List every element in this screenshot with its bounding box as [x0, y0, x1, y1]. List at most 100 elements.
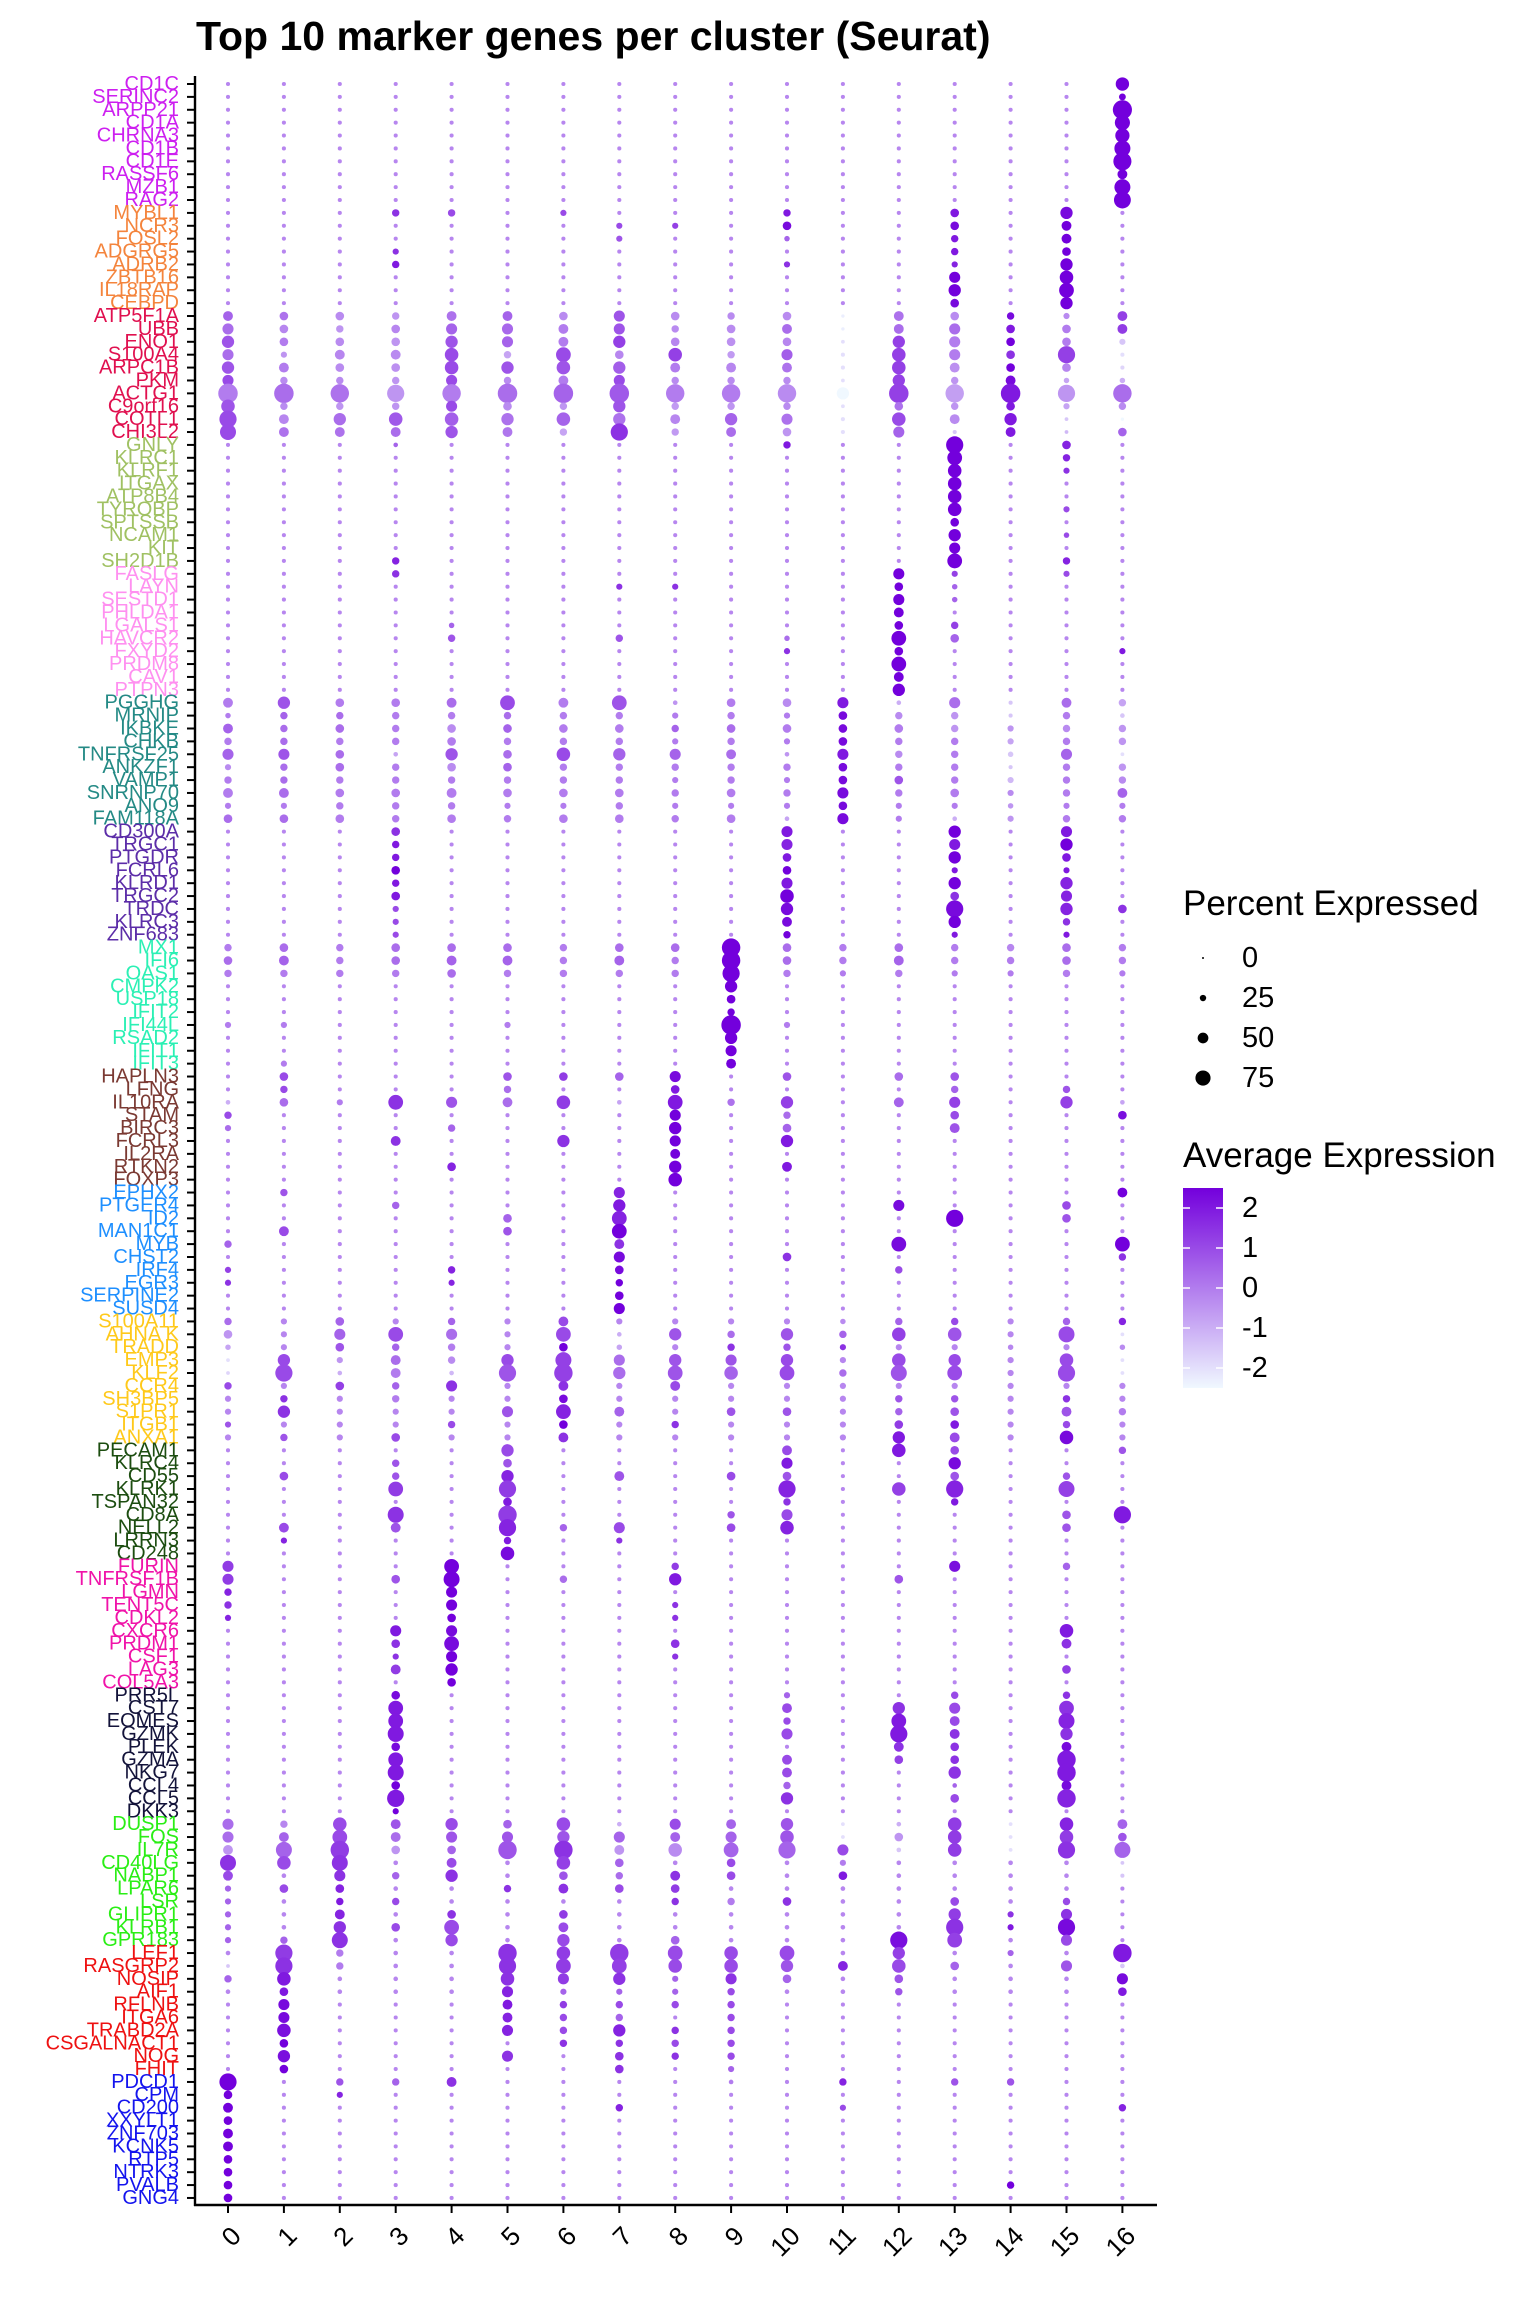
- dot: [782, 1445, 792, 1456]
- dot: [224, 764, 232, 771]
- dot: [729, 223, 734, 228]
- dot: [949, 1716, 960, 1726]
- dot: [1120, 545, 1125, 551]
- dot: [449, 301, 454, 306]
- dot: [896, 197, 901, 203]
- dot: [782, 427, 792, 437]
- dot: [275, 1841, 292, 1858]
- dot: [840, 1151, 845, 1156]
- dot: [1008, 1731, 1013, 1736]
- dot: [392, 1653, 399, 1660]
- dot: [278, 414, 289, 425]
- dot: [1120, 1680, 1125, 1685]
- dot: [391, 1459, 400, 1467]
- dot: [337, 919, 342, 924]
- dot: [840, 2092, 845, 2097]
- dot: [561, 301, 566, 306]
- dot: [950, 1446, 960, 1455]
- dot: [725, 1354, 737, 1366]
- dot: [945, 384, 964, 403]
- dot: [1008, 1022, 1013, 1028]
- dot: [1060, 826, 1073, 838]
- dot: [840, 94, 845, 99]
- dot: [727, 2039, 735, 2047]
- dot: [502, 427, 513, 437]
- dot: [784, 597, 790, 602]
- dot: [1008, 2054, 1013, 2059]
- dot: [890, 1725, 908, 1743]
- dot: [505, 1190, 510, 1195]
- dot: [449, 584, 454, 589]
- dot: [446, 1586, 458, 1598]
- dot: [222, 374, 234, 387]
- y-tick-label: FCRL6: [116, 859, 179, 881]
- dot: [952, 2028, 957, 2033]
- dot: [281, 223, 286, 228]
- dot: [393, 533, 398, 538]
- dot: [895, 815, 902, 822]
- dot: [336, 2091, 343, 2098]
- dot: [336, 737, 344, 746]
- dot: [280, 763, 288, 771]
- dot: [673, 210, 678, 215]
- dot: [337, 1731, 342, 1736]
- dot: [449, 236, 454, 241]
- dot: [393, 2157, 398, 2162]
- dot: [505, 1783, 510, 1788]
- dot: [1005, 375, 1016, 386]
- dot: [278, 1832, 289, 1842]
- dot: [669, 1353, 682, 1367]
- dot: [561, 133, 566, 138]
- dot: [950, 788, 960, 798]
- dot: [223, 2193, 233, 2203]
- dot: [556, 412, 571, 426]
- dot: [895, 1317, 903, 1326]
- dot: [561, 1486, 566, 1492]
- dot: [784, 1912, 790, 1917]
- dot: [894, 646, 904, 656]
- dot: [617, 1693, 622, 1698]
- dot: [449, 1706, 454, 1711]
- dot: [447, 969, 456, 978]
- dot: [617, 1577, 622, 1582]
- dot: [449, 1035, 454, 1040]
- dot: [277, 2023, 291, 2038]
- dot: [840, 1641, 845, 1646]
- dot: [617, 1706, 622, 1711]
- dot: [729, 1448, 734, 1453]
- y-tick-label: CD1E: [126, 150, 179, 172]
- dot: [505, 2170, 510, 2175]
- dot: [561, 919, 566, 924]
- dot: [729, 1164, 734, 1169]
- dot: [840, 1035, 845, 1040]
- dot: [673, 494, 678, 499]
- dot: [782, 1767, 792, 1778]
- dot: [281, 687, 286, 692]
- dot: [784, 1216, 790, 1221]
- dot: [505, 1564, 510, 1569]
- dot: [784, 687, 790, 692]
- dot: [279, 1884, 289, 1893]
- dot: [840, 1138, 845, 1144]
- dot: [783, 1421, 791, 1428]
- dot: [673, 1022, 678, 1028]
- dot: [1119, 338, 1126, 345]
- y-tick-label: MYB: [136, 1233, 179, 1255]
- dot: [225, 894, 231, 899]
- y-tick-label: S100A4: [108, 344, 179, 366]
- dot: [894, 943, 904, 952]
- dot: [390, 1368, 401, 1378]
- dot: [392, 1808, 399, 1815]
- dot: [225, 468, 231, 473]
- dot: [1063, 403, 1070, 410]
- dot: [952, 2131, 957, 2136]
- dot: [671, 789, 679, 797]
- dot: [840, 133, 845, 138]
- dot: [1120, 1332, 1125, 1337]
- dot: [617, 2118, 622, 2123]
- dot: [952, 2170, 957, 2175]
- dot: [1008, 2002, 1013, 2007]
- dot: [617, 1010, 622, 1015]
- dot: [617, 107, 622, 112]
- dot: [1120, 855, 1125, 860]
